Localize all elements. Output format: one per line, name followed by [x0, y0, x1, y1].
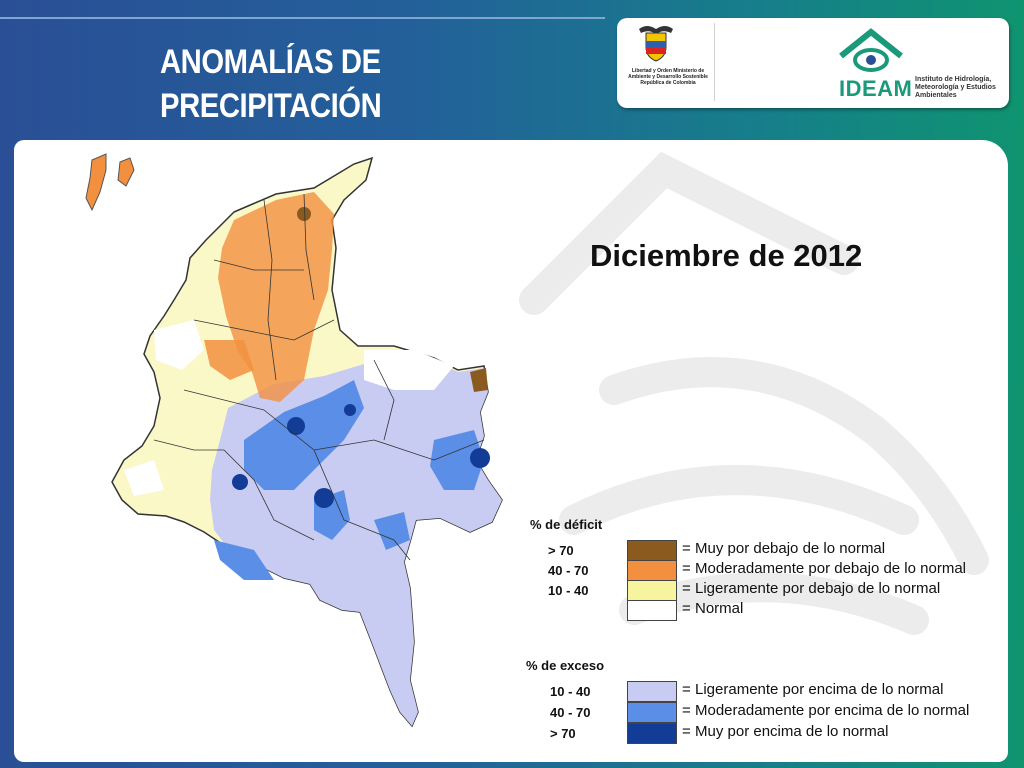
- legend-label-muy-debajo: Muy por debajo de lo normal: [695, 540, 886, 557]
- excess-range-3: > 70: [550, 726, 576, 741]
- equals-sign: =: [682, 560, 691, 577]
- legend-swatch-ligero-encima: [627, 681, 677, 702]
- equals-sign: =: [682, 600, 691, 617]
- legend-label-muy-encima: Muy por encima de lo normal: [695, 723, 889, 740]
- deficit-range-2: 40 - 70: [548, 563, 589, 578]
- legend-swatch-muy-debajo: [627, 540, 677, 561]
- ministry-text: Libertad y Orden Ministerio de Ambiente …: [628, 68, 708, 86]
- legend-swatch-moderado-debajo: [627, 560, 677, 581]
- equals-sign: =: [682, 723, 691, 740]
- ideam-subtitle: Instituto de Hidrología, Meteorología y …: [915, 76, 996, 99]
- excess-range-2: 40 - 70: [550, 705, 591, 720]
- deficit-range-1: > 70: [548, 543, 574, 558]
- coat-of-arms-icon: [639, 26, 673, 62]
- logo-divider: [714, 23, 715, 101]
- map-heading: Diciembre de 2012: [590, 238, 863, 273]
- precipitation-anomaly-map: [85, 153, 503, 728]
- legend-swatch-normal: [627, 600, 677, 621]
- content-panel: Diciembre de 2012 % de déficit > 70 40 -…: [14, 140, 1008, 762]
- ideam-name: IDEAM: [839, 76, 913, 101]
- legend-swatch-moderado-encima: [627, 702, 677, 723]
- deficit-range-3: 10 - 40: [548, 583, 589, 598]
- page-title: ANOMALÍAS DE PRECIPITACIÓN: [160, 43, 382, 125]
- ideam-logo-icon: [839, 28, 903, 72]
- equals-sign: =: [682, 681, 691, 698]
- equals-sign: =: [682, 540, 691, 557]
- legend-label-ligero-encima: Ligeramente por encima de lo normal: [695, 681, 944, 698]
- deficit-header: % de déficit: [530, 517, 603, 532]
- legend-label-moderado-encima: Moderadamente por encima de lo normal: [695, 702, 970, 719]
- excess-header: % de exceso: [526, 658, 605, 673]
- equals-sign: =: [682, 702, 691, 719]
- legend-swatch-muy-encima: [627, 723, 677, 744]
- equals-sign: =: [682, 580, 691, 597]
- legend-label-ligero-debajo: Ligeramente por debajo de lo normal: [695, 580, 941, 597]
- legend-label-normal: Normal: [695, 600, 744, 617]
- legend-label-moderado-debajo: Moderadamente por debajo de lo normal: [695, 560, 967, 577]
- logo-box: Libertad y Orden Ministerio de Ambiente …: [617, 18, 1009, 108]
- legend-swatch-ligero-debajo: [627, 580, 677, 601]
- excess-range-1: 10 - 40: [550, 684, 591, 699]
- top-divider-line: [0, 17, 605, 19]
